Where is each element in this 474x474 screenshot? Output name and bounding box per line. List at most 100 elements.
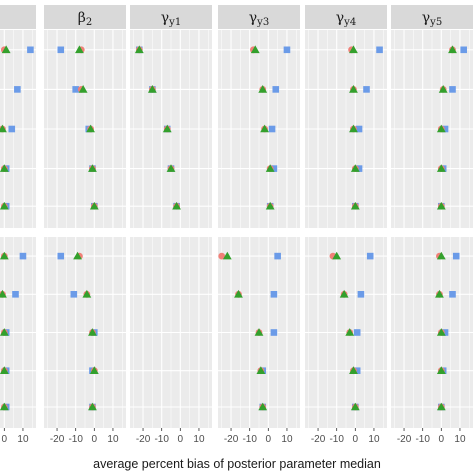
point-blue-square xyxy=(441,125,449,133)
point-green-triangle xyxy=(250,45,260,54)
x-tick-label: 10 xyxy=(193,434,205,445)
point-blue-square xyxy=(441,329,449,336)
panel-r0-c0 xyxy=(0,30,36,228)
point-green-triangle xyxy=(172,201,181,210)
panel-r1-c5 xyxy=(391,237,473,428)
point-blue-square xyxy=(353,329,361,336)
panel-r1-c1 xyxy=(44,237,126,428)
point-blue-square xyxy=(57,46,65,54)
point-blue-square xyxy=(270,329,278,336)
x-tick-label: 10 xyxy=(17,434,29,445)
x-tick-label: 0 xyxy=(439,434,445,445)
point-green-triangle xyxy=(0,289,7,298)
point-green-triangle xyxy=(436,402,446,411)
facet-strip-0 xyxy=(0,5,36,29)
point-blue-square xyxy=(57,252,65,260)
facet-strip-4 xyxy=(305,5,387,29)
facet-strip-2 xyxy=(130,5,212,29)
point-green-triangle xyxy=(448,45,457,54)
facet-label-sub-3: y3 xyxy=(256,17,269,28)
facet-label-sub-4: y4 xyxy=(343,17,356,28)
point-green-triangle xyxy=(0,201,9,210)
point-blue-square xyxy=(12,291,19,298)
point-green-triangle xyxy=(260,124,269,133)
point-green-triangle xyxy=(222,251,232,260)
facet-strips: 1β2γy1γy3γy4γy5 xyxy=(0,5,473,29)
point-blue-square xyxy=(274,252,281,260)
point-red-circle xyxy=(218,252,226,260)
x-tick-label: -20 xyxy=(136,434,151,445)
point-green-triangle xyxy=(436,251,446,260)
facet-label-sub-1: 2 xyxy=(86,17,92,28)
facet-label-base-5: γ xyxy=(422,10,430,26)
x-tick-label: 0 xyxy=(353,434,359,445)
x-tick-label: -10 xyxy=(68,434,83,445)
point-green-triangle xyxy=(436,164,446,172)
point-green-triangle xyxy=(349,366,358,374)
point-green-triangle xyxy=(436,328,446,336)
point-blue-square xyxy=(449,86,456,93)
x-tick-label: 10 xyxy=(454,434,466,445)
panel-r0-c1 xyxy=(44,30,126,228)
facet-label-3: γy3 xyxy=(249,10,269,28)
x-tick-label: -10 xyxy=(154,434,169,445)
point-green-triangle xyxy=(332,251,342,260)
point-blue-square xyxy=(353,367,361,374)
point-green-triangle xyxy=(258,402,268,411)
point-green-triangle xyxy=(436,366,446,374)
point-green-triangle xyxy=(339,289,349,298)
point-green-triangle xyxy=(89,366,99,374)
facet-label-base-2: γ xyxy=(161,10,169,26)
point-green-triangle xyxy=(0,124,7,133)
point-blue-square xyxy=(270,165,278,172)
point-blue-square xyxy=(72,86,79,93)
point-blue-square xyxy=(19,252,27,260)
point-green-triangle xyxy=(436,201,446,210)
x-tick-label: -10 xyxy=(329,434,344,445)
point-blue-square xyxy=(366,252,374,260)
point-green-triangle xyxy=(134,45,144,54)
panel-r1-c4 xyxy=(305,237,387,428)
point-blue-square xyxy=(270,291,278,298)
point-green-triangle xyxy=(86,124,95,133)
x-tick-label: -20 xyxy=(397,434,412,445)
x-tick-label: 0 xyxy=(266,434,272,445)
x-tick-label: 10 xyxy=(107,434,119,445)
point-green-triangle xyxy=(254,328,264,336)
facet-label-sub-5: y5 xyxy=(429,17,442,28)
point-blue-square xyxy=(272,86,280,93)
panel-r0-c5 xyxy=(391,30,473,228)
panel-r0-c4 xyxy=(305,30,387,228)
panel-r1-c2 xyxy=(130,237,212,428)
point-green-triangle xyxy=(78,85,88,93)
panel-r1-c3 xyxy=(218,237,300,428)
point-green-triangle xyxy=(88,402,97,411)
facet-panels xyxy=(0,30,473,428)
point-green-triangle xyxy=(256,366,266,374)
x-tick-label: 0 xyxy=(178,434,184,445)
facet-strip-3 xyxy=(218,5,300,29)
point-blue-square xyxy=(355,125,363,133)
x-tick-label: 10 xyxy=(281,434,293,445)
point-green-triangle xyxy=(349,124,358,133)
x-tick-label: 10 xyxy=(368,434,380,445)
facet-strip-5 xyxy=(391,5,473,29)
facet-label-4: γy4 xyxy=(336,10,356,28)
point-green-triangle xyxy=(166,164,176,172)
point-blue-square xyxy=(27,46,34,54)
point-green-triangle xyxy=(1,45,11,54)
point-blue-square xyxy=(283,46,291,54)
point-green-triangle xyxy=(435,289,444,298)
point-blue-square xyxy=(449,291,456,298)
point-green-triangle xyxy=(350,164,360,172)
point-green-triangle xyxy=(0,164,9,172)
facet-label-2: γy1 xyxy=(161,10,181,28)
point-green-triangle xyxy=(88,164,97,172)
point-green-triangle xyxy=(265,164,275,172)
point-green-triangle xyxy=(0,251,9,260)
facet-label-1: β2 xyxy=(78,10,92,28)
point-blue-square xyxy=(14,86,21,93)
x-tick-label: -10 xyxy=(415,434,430,445)
point-green-triangle xyxy=(75,45,84,54)
